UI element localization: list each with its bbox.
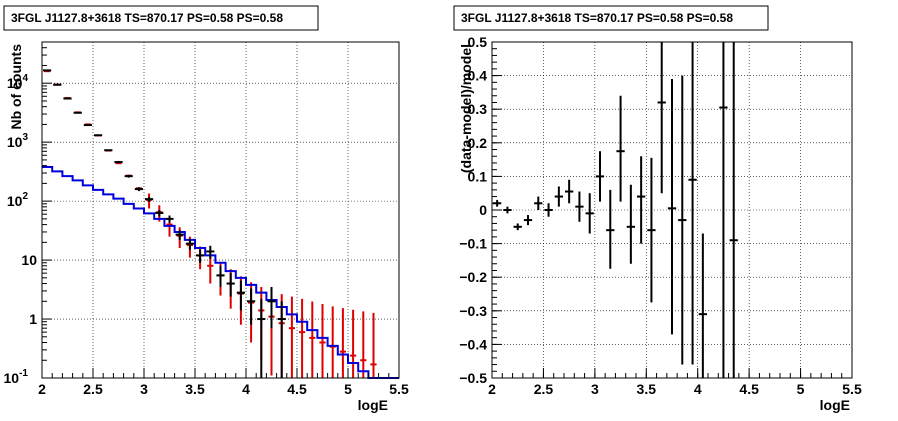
counts-model-total (44, 70, 377, 378)
residual-ticks: 2 2.5 3 3.5 4 4.5 5 5.5 −0.5 −0.4 −0.3 −0.2 −0.1 0 0.1… (459, 34, 862, 397)
residual-title-box (453, 5, 769, 31)
counts-x-tick-label: 5 (344, 381, 352, 397)
residual-y-tick-label: −0.2 (459, 269, 487, 285)
counts-x-tick-label: 3 (140, 381, 148, 397)
residual-panel: 3FGL J1127.8+3618 TS=870.17 PS=0.58 PS=0… (453, 5, 862, 413)
residual-x-tick-label: 2 (488, 381, 496, 397)
residual-x-axis-label: logE (820, 397, 850, 413)
counts-x-tick-label: 5.5 (389, 381, 409, 397)
counts-y-tick-label: 102 (7, 191, 29, 209)
counts-ticks: 2 2.5 3 3.5 4 4.5 5 5.5 10-1 1 10 102 103 104 (4, 41, 409, 397)
residual-y-tick-label: 0.3 (468, 101, 488, 117)
counts-model-source (42, 165, 399, 379)
counts-x-tick-label: 4 (242, 381, 250, 397)
residual-y-tick-label: 0.5 (468, 34, 488, 50)
residual-y-tick-label: 0 (479, 202, 487, 218)
residual-y-tick-label: −0.1 (459, 236, 487, 252)
counts-y-tick-label: 103 (7, 132, 29, 150)
counts-x-tick-label: 2 (38, 381, 46, 397)
residual-y-tick-label: −0.3 (459, 303, 487, 319)
residual-x-tick-label: 5 (797, 381, 805, 397)
residual-x-tick-label: 3 (591, 381, 599, 397)
residual-title: 3FGL J1127.8+3618 TS=870.17 PS=0.58 PS=0… (461, 11, 733, 25)
residual-y-tick-label: 0.2 (468, 135, 488, 151)
counts-grid (42, 42, 399, 378)
counts-y-tick-label: 10-1 (4, 368, 29, 386)
residual-y-tick-label: 0.4 (468, 68, 488, 84)
residual-y-tick-label: 0.1 (468, 168, 488, 184)
residual-x-tick-label: 4 (694, 381, 702, 397)
residual-data-points (493, 42, 738, 378)
residual-y-tick-label: −0.5 (459, 370, 487, 386)
counts-data-points (43, 69, 286, 378)
residual-x-tick-label: 4.5 (739, 381, 759, 397)
counts-plot-frame (41, 41, 400, 379)
counts-y-tick-label: 104 (7, 73, 29, 91)
counts-y-axis-label: Nb of counts (8, 44, 24, 130)
counts-panel: 3FGL J1127.8+3618 TS=870.17 PS=0.58 PS=0… (3, 5, 409, 413)
counts-x-tick-label: 3.5 (185, 381, 205, 397)
counts-y-tick-label: 1 (29, 311, 37, 327)
residual-x-tick-label: 5.5 (842, 381, 862, 397)
counts-x-tick-label: 2.5 (83, 381, 103, 397)
counts-title-box (3, 5, 319, 31)
counts-y-tick-label: 10 (21, 252, 37, 268)
residual-y-axis-label: (data-model)/model (458, 44, 474, 173)
counts-title: 3FGL J1127.8+3618 TS=870.17 PS=0.58 PS=0… (11, 11, 283, 25)
residual-x-tick-label: 2.5 (534, 381, 554, 397)
residual-y-tick-label: −0.4 (459, 336, 487, 352)
counts-x-tick-label: 4.5 (287, 381, 307, 397)
residual-x-tick-label: 3.5 (637, 381, 657, 397)
counts-x-axis-label: logE (358, 397, 388, 413)
model-source-histogram (42, 165, 399, 379)
